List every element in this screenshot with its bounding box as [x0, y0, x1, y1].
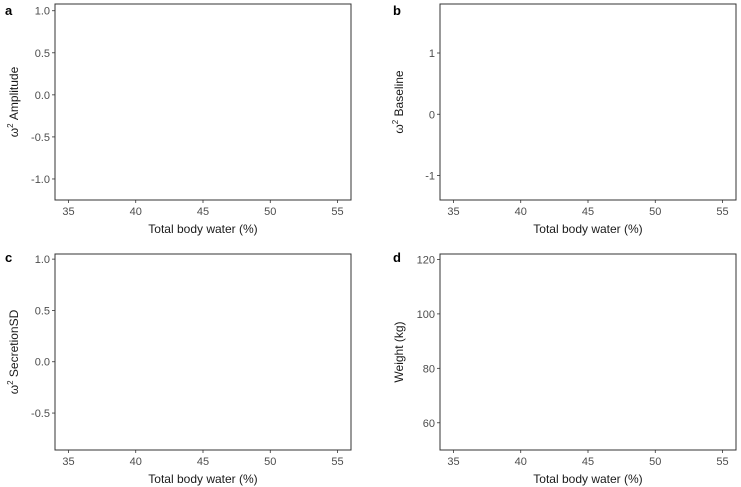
x-tick-label: 55 — [331, 206, 343, 218]
y-axis-title-omega: ω — [7, 128, 21, 137]
y-tick-label: 80 — [423, 363, 435, 375]
x-tick-label: 45 — [197, 456, 209, 468]
x-axis-title: Total body water (%) — [148, 222, 257, 236]
y-tick-label: -1 — [425, 171, 435, 183]
x-tick-label: 50 — [649, 456, 661, 468]
y-tick-label: 0.5 — [35, 305, 50, 317]
x-axis-title: Total body water (%) — [533, 472, 642, 486]
x-axis-title: Total body water (%) — [533, 222, 642, 236]
x-tick-label: 40 — [515, 456, 527, 468]
y-axis-title-omega: ω — [392, 124, 406, 133]
x-tick-label: 35 — [447, 456, 459, 468]
y-axis-title-text: Baseline — [392, 70, 406, 120]
x-tick-label: 50 — [264, 456, 276, 468]
x-tick-label: 40 — [130, 206, 142, 218]
panel-d: 35 40 45 50 55 60 80 100 120 Total body water (%)… — [392, 250, 737, 486]
y-tick-label: 100 — [417, 309, 435, 321]
panel-a: 35 40 45 50 55 -1.0 -0.5 0.0 0.5 1.0 Total body wa… — [5, 3, 352, 236]
panel-c: 35 40 45 50 55 -0.5 0.0 0.5 1.0 Total body water … — [5, 250, 352, 486]
y-axis-title-superscript: 2 — [391, 119, 400, 124]
y-axis-title: ω2 SecretionSD — [6, 309, 21, 394]
x-tick-label: 50 — [264, 206, 276, 218]
y-axis-title-superscript: 2 — [6, 123, 15, 128]
y-axis-title-superscript: 2 — [6, 380, 15, 385]
y-tick-label: 1 — [429, 48, 435, 60]
y-tick-label: 1.0 — [35, 254, 50, 266]
x-tick-label: 45 — [582, 206, 594, 218]
panel-border — [54, 3, 352, 201]
x-tick-label: 35 — [62, 206, 74, 218]
y-axis-title-omega: ω — [7, 385, 21, 394]
y-tick-label: 0.0 — [35, 90, 50, 102]
panel-tag: d — [393, 250, 401, 265]
y-tick-label: 60 — [423, 418, 435, 430]
x-tick-label: 35 — [447, 206, 459, 218]
y-axis-title-text: Amplitude — [7, 66, 21, 123]
x-tick-label: 40 — [515, 206, 527, 218]
y-tick-label: -1.0 — [31, 174, 50, 186]
y-axis-title: Weight (kg) — [392, 321, 406, 382]
x-tick-label: 50 — [649, 206, 661, 218]
x-tick-label: 55 — [331, 456, 343, 468]
y-tick-label: 120 — [417, 254, 435, 266]
y-tick-label: 0.5 — [35, 48, 50, 60]
y-axis-title-text: SecretionSD — [7, 309, 21, 380]
x-tick-label: 45 — [582, 456, 594, 468]
x-axis-title: Total body water (%) — [148, 472, 257, 486]
y-tick-label: -0.5 — [31, 132, 50, 144]
y-tick-label: 1.0 — [35, 6, 50, 18]
y-tick-label: 0.0 — [35, 357, 50, 369]
x-tick-label: 40 — [130, 456, 142, 468]
x-tick-label: 55 — [716, 456, 728, 468]
x-tick-label: 45 — [197, 206, 209, 218]
panel-border — [439, 253, 737, 451]
y-tick-label: 0 — [429, 109, 435, 121]
panel-tag: b — [393, 3, 401, 18]
panel-tag: a — [5, 3, 13, 18]
x-tick-label: 55 — [716, 206, 728, 218]
y-tick-label: -0.5 — [31, 408, 50, 420]
x-tick-label: 35 — [62, 456, 74, 468]
panel-b: 35 40 45 50 55 -1 0 1 Total body water (%) ω2 Bas… — [391, 3, 737, 236]
y-axis-title: ω2 Amplitude — [6, 66, 21, 137]
panel-tag: c — [5, 250, 12, 265]
panel-border — [439, 3, 737, 201]
y-axis-title: ω2 Baseline — [391, 70, 406, 134]
panel-border — [54, 253, 352, 451]
